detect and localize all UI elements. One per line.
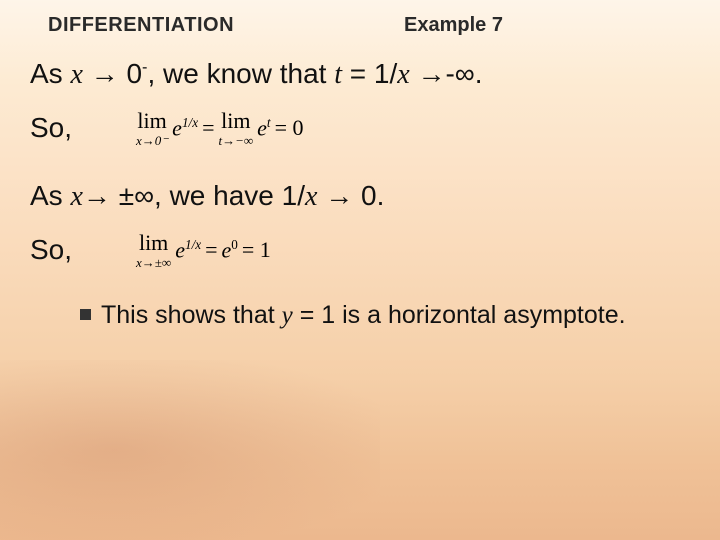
- l1-eq: = 1/: [342, 58, 397, 89]
- l1-tail: →-∞.: [410, 58, 483, 89]
- m1-lim2-bot: t→−∞: [218, 134, 253, 147]
- l2-pm: ±: [119, 180, 134, 211]
- m1-eq2: = 0: [275, 115, 304, 141]
- m2-eq1: =: [205, 237, 217, 263]
- l2-inf: ∞, we have 1/: [134, 180, 305, 211]
- l1-x2: x: [397, 59, 409, 90]
- l1-pre: As: [30, 58, 70, 89]
- so-row-2: So, lim x→±∞ e1/x = e0 = 1: [30, 232, 690, 269]
- bullet-text: This shows that y = 1 is a horizontal as…: [101, 299, 626, 333]
- m1-e2: et: [257, 115, 270, 141]
- m1-lim1-top: lim: [137, 110, 166, 132]
- m1-e1: e1/x: [172, 115, 198, 141]
- bullet-row: This shows that y = 1 is a horizontal as…: [30, 299, 690, 333]
- slide-content: As x → 0-, we know that t = 1/x →-∞. So,…: [0, 37, 720, 332]
- line-1: As x → 0-, we know that t = 1/x →-∞.: [30, 55, 690, 94]
- line-2: As x→ ±∞, we have 1/x → 0.: [30, 177, 690, 216]
- so-2: So,: [30, 234, 72, 266]
- bullet-icon: [80, 309, 91, 320]
- m1-eq1: =: [202, 115, 214, 141]
- m2-lim-bot: x→±∞: [136, 256, 171, 269]
- m2-lim-top: lim: [139, 232, 168, 254]
- math-2: lim x→±∞ e1/x = e0 = 1: [136, 232, 271, 269]
- so-1: So,: [30, 112, 72, 144]
- m1-lim2: lim t→−∞: [218, 110, 253, 147]
- l2-arrow: →: [83, 180, 119, 211]
- m1-lim2-top: lim: [221, 110, 250, 132]
- m2-e0: e0: [222, 237, 238, 263]
- l2-pre: As: [30, 180, 70, 211]
- header-right: Example 7: [404, 14, 503, 37]
- l1-t: t: [334, 59, 342, 90]
- b-pre: This shows that: [101, 301, 282, 329]
- b-y: y: [282, 302, 293, 329]
- header-left: DIFFERENTIATION: [48, 14, 234, 37]
- l1-x: x: [70, 59, 82, 90]
- l1-mid: , we know that: [147, 58, 334, 89]
- m2-eq2: = 1: [242, 237, 271, 263]
- b-tail: = 1 is a horizontal asymptote.: [293, 301, 626, 329]
- slide-header: DIFFERENTIATION Example 7: [0, 0, 720, 37]
- so-row-1: So, lim x→0⁻ e1/x = lim t→−∞ et = 0: [30, 110, 690, 147]
- l2-tail: → 0.: [317, 180, 384, 211]
- m2-lim: lim x→±∞: [136, 232, 171, 269]
- math-1: lim x→0⁻ e1/x = lim t→−∞ et = 0: [136, 110, 303, 147]
- l1-arrow: → 0: [83, 58, 142, 89]
- m1-lim1: lim x→0⁻: [136, 110, 168, 147]
- m1-lim1-bot: x→0⁻: [136, 134, 168, 147]
- l2-x: x: [70, 181, 82, 212]
- m2-e: e1/x: [175, 237, 201, 263]
- l2-x2: x: [305, 181, 317, 212]
